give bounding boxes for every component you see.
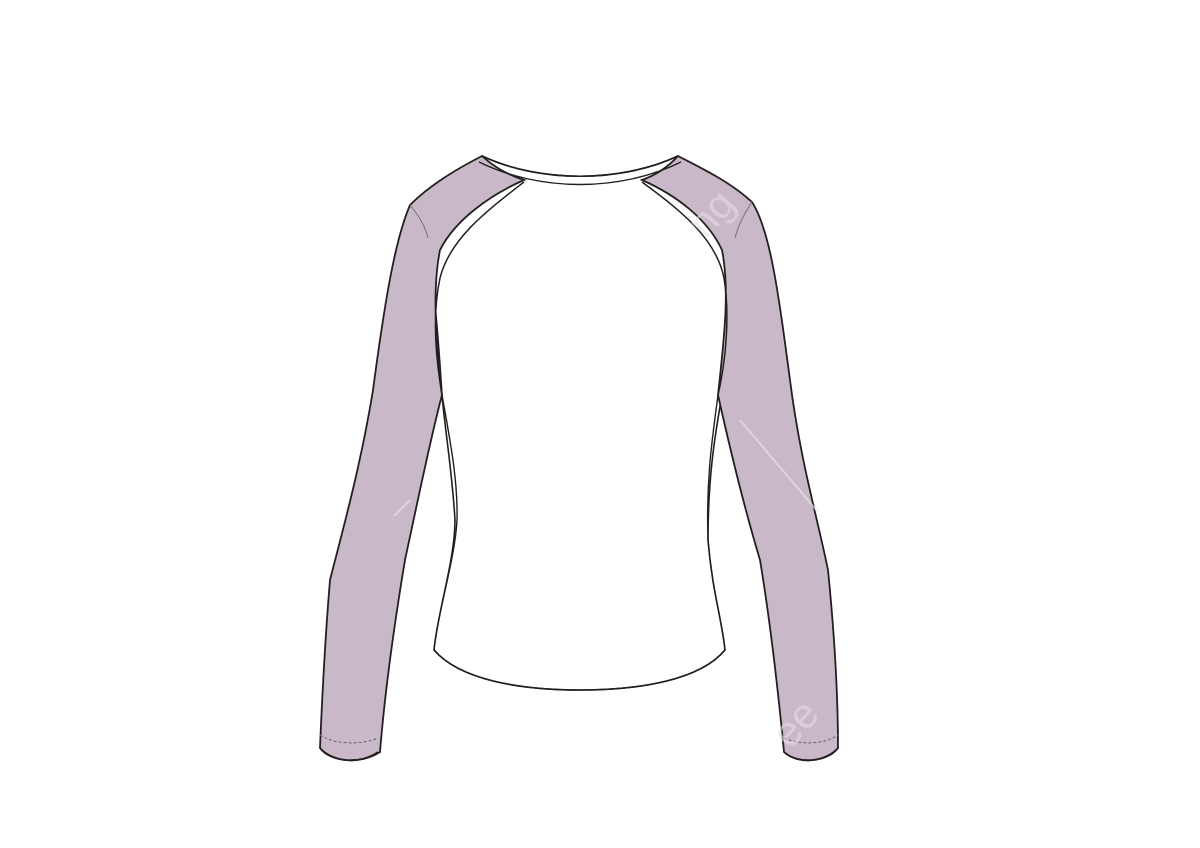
neckline xyxy=(481,155,679,177)
right-side-seam xyxy=(706,394,726,651)
left-raglan-seam xyxy=(434,181,525,396)
hem xyxy=(433,649,726,691)
watermark-line-1 xyxy=(393,499,411,517)
left-sleeve xyxy=(319,154,527,762)
left-side-seam xyxy=(433,394,458,651)
right-shoulder-curve xyxy=(734,201,753,239)
right-cuff xyxy=(783,734,839,744)
neckline-inner xyxy=(478,161,682,186)
right-cuff-edge xyxy=(783,747,839,762)
left-cuff xyxy=(319,734,379,744)
shirt-body xyxy=(414,155,743,691)
left-shoulder-curve xyxy=(409,204,429,239)
right-raglan-seam xyxy=(641,181,728,396)
left-cuff-edge xyxy=(319,747,379,762)
watermark-line-2 xyxy=(739,419,819,513)
